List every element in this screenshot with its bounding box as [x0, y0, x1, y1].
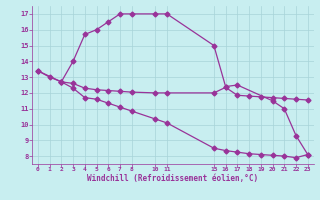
X-axis label: Windchill (Refroidissement éolien,°C): Windchill (Refroidissement éolien,°C) [87, 174, 258, 183]
